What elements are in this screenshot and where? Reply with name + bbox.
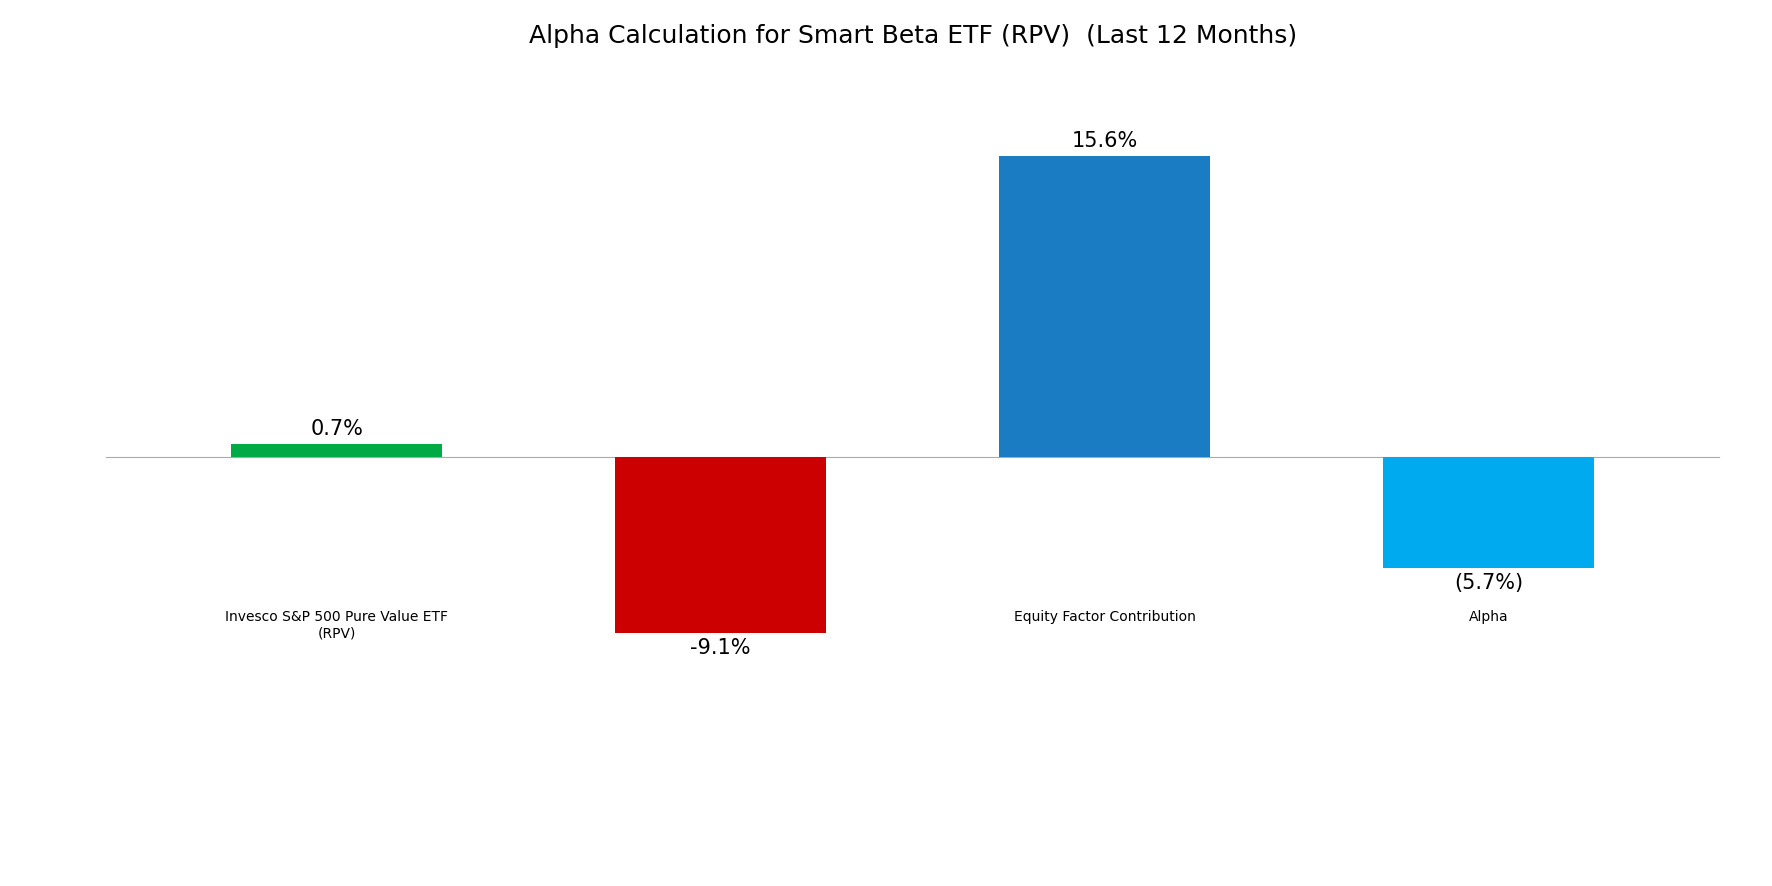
Text: (5.7%): (5.7%)	[1453, 572, 1524, 593]
Title: Alpha Calculation for Smart Beta ETF (RPV)  (Last 12 Months): Alpha Calculation for Smart Beta ETF (RP…	[528, 24, 1297, 48]
Bar	[230, 444, 443, 457]
Bar	[615, 457, 826, 633]
Text: -9.1%: -9.1%	[691, 638, 751, 658]
Text: 0.7%: 0.7%	[310, 419, 363, 439]
Bar	[999, 156, 1210, 457]
Text: 15.6%: 15.6%	[1072, 131, 1138, 152]
Bar	[1382, 457, 1595, 568]
